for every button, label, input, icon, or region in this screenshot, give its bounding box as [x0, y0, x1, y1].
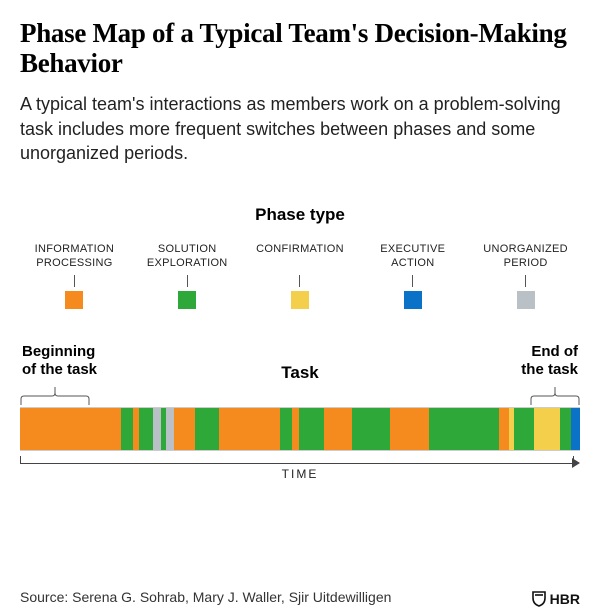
timeline-segment — [195, 408, 219, 450]
source-credit: Source: Serena G. Sohrab, Mary J. Waller… — [20, 589, 391, 605]
legend-swatch — [291, 291, 309, 309]
bracket-left-icon — [20, 387, 90, 405]
task-end-label: End of the task — [521, 343, 578, 379]
timeline-segment — [166, 408, 174, 450]
timeline-segment — [20, 408, 121, 450]
legend-label: SOLUTIONEXPLORATION — [135, 243, 240, 271]
timeline-segment — [390, 408, 429, 450]
task-end-line2: the task — [521, 361, 578, 378]
hbr-logo: HBR — [532, 591, 580, 607]
timeline-segment — [560, 408, 571, 450]
legend-label: INFORMATIONPROCESSING — [22, 243, 127, 271]
logo-text: HBR — [550, 591, 580, 607]
timeline-segment — [514, 408, 534, 450]
timeline-segment — [352, 408, 390, 450]
legend-item: UNORGANIZEDPERIOD — [473, 243, 578, 309]
timeline-segment — [324, 408, 352, 450]
axis-line — [20, 463, 574, 464]
legend-tick — [412, 275, 413, 287]
timeline-segment — [121, 408, 133, 450]
task-end-line1: End of — [531, 343, 578, 360]
legend-swatch — [178, 291, 196, 309]
bracket-right-icon — [530, 387, 580, 405]
legend-label: CONFIRMATION — [248, 243, 353, 271]
timeline-segment — [219, 408, 281, 450]
axis-label: TIME — [20, 467, 580, 481]
timeline-segment — [499, 408, 509, 450]
legend: INFORMATIONPROCESSING SOLUTIONEXPLORATION… — [20, 243, 580, 309]
timeline-segment — [280, 408, 291, 450]
timeline-segment — [174, 408, 195, 450]
legend-tick — [525, 275, 526, 287]
timeline-segment — [153, 408, 161, 450]
legend-title: Phase type — [20, 205, 580, 225]
chart-subtitle: A typical team's interactions as members… — [20, 92, 580, 165]
legend-tick — [187, 275, 188, 287]
task-begin-label: Beginning of the task — [22, 343, 97, 379]
phase-timeline — [20, 407, 580, 451]
shield-icon — [532, 591, 546, 607]
timeline-segment — [292, 408, 300, 450]
legend-swatch — [65, 291, 83, 309]
legend-item: CONFIRMATION — [248, 243, 353, 309]
task-begin-line1: Beginning — [22, 343, 95, 360]
legend-item: SOLUTIONEXPLORATION — [135, 243, 240, 309]
legend-label: EXECUTIVEACTION — [360, 243, 465, 271]
legend-swatch — [404, 291, 422, 309]
bracket-row — [20, 387, 580, 405]
legend-tick — [299, 275, 300, 287]
timeline-segment — [429, 408, 499, 450]
legend-tick — [74, 275, 75, 287]
task-title: Task — [20, 363, 580, 383]
legend-swatch — [517, 291, 535, 309]
chart-title: Phase Map of a Typical Team's Decision-M… — [20, 18, 580, 78]
timeline-segment — [571, 408, 580, 450]
legend-label: UNORGANIZEDPERIOD — [473, 243, 578, 271]
timeline-segment — [139, 408, 154, 450]
timeline-segment — [299, 408, 324, 450]
timeline-segment — [534, 408, 560, 450]
legend-item: INFORMATIONPROCESSING — [22, 243, 127, 309]
task-begin-line2: of the task — [22, 361, 97, 378]
legend-item: EXECUTIVEACTION — [360, 243, 465, 309]
time-axis: TIME — [20, 453, 580, 479]
